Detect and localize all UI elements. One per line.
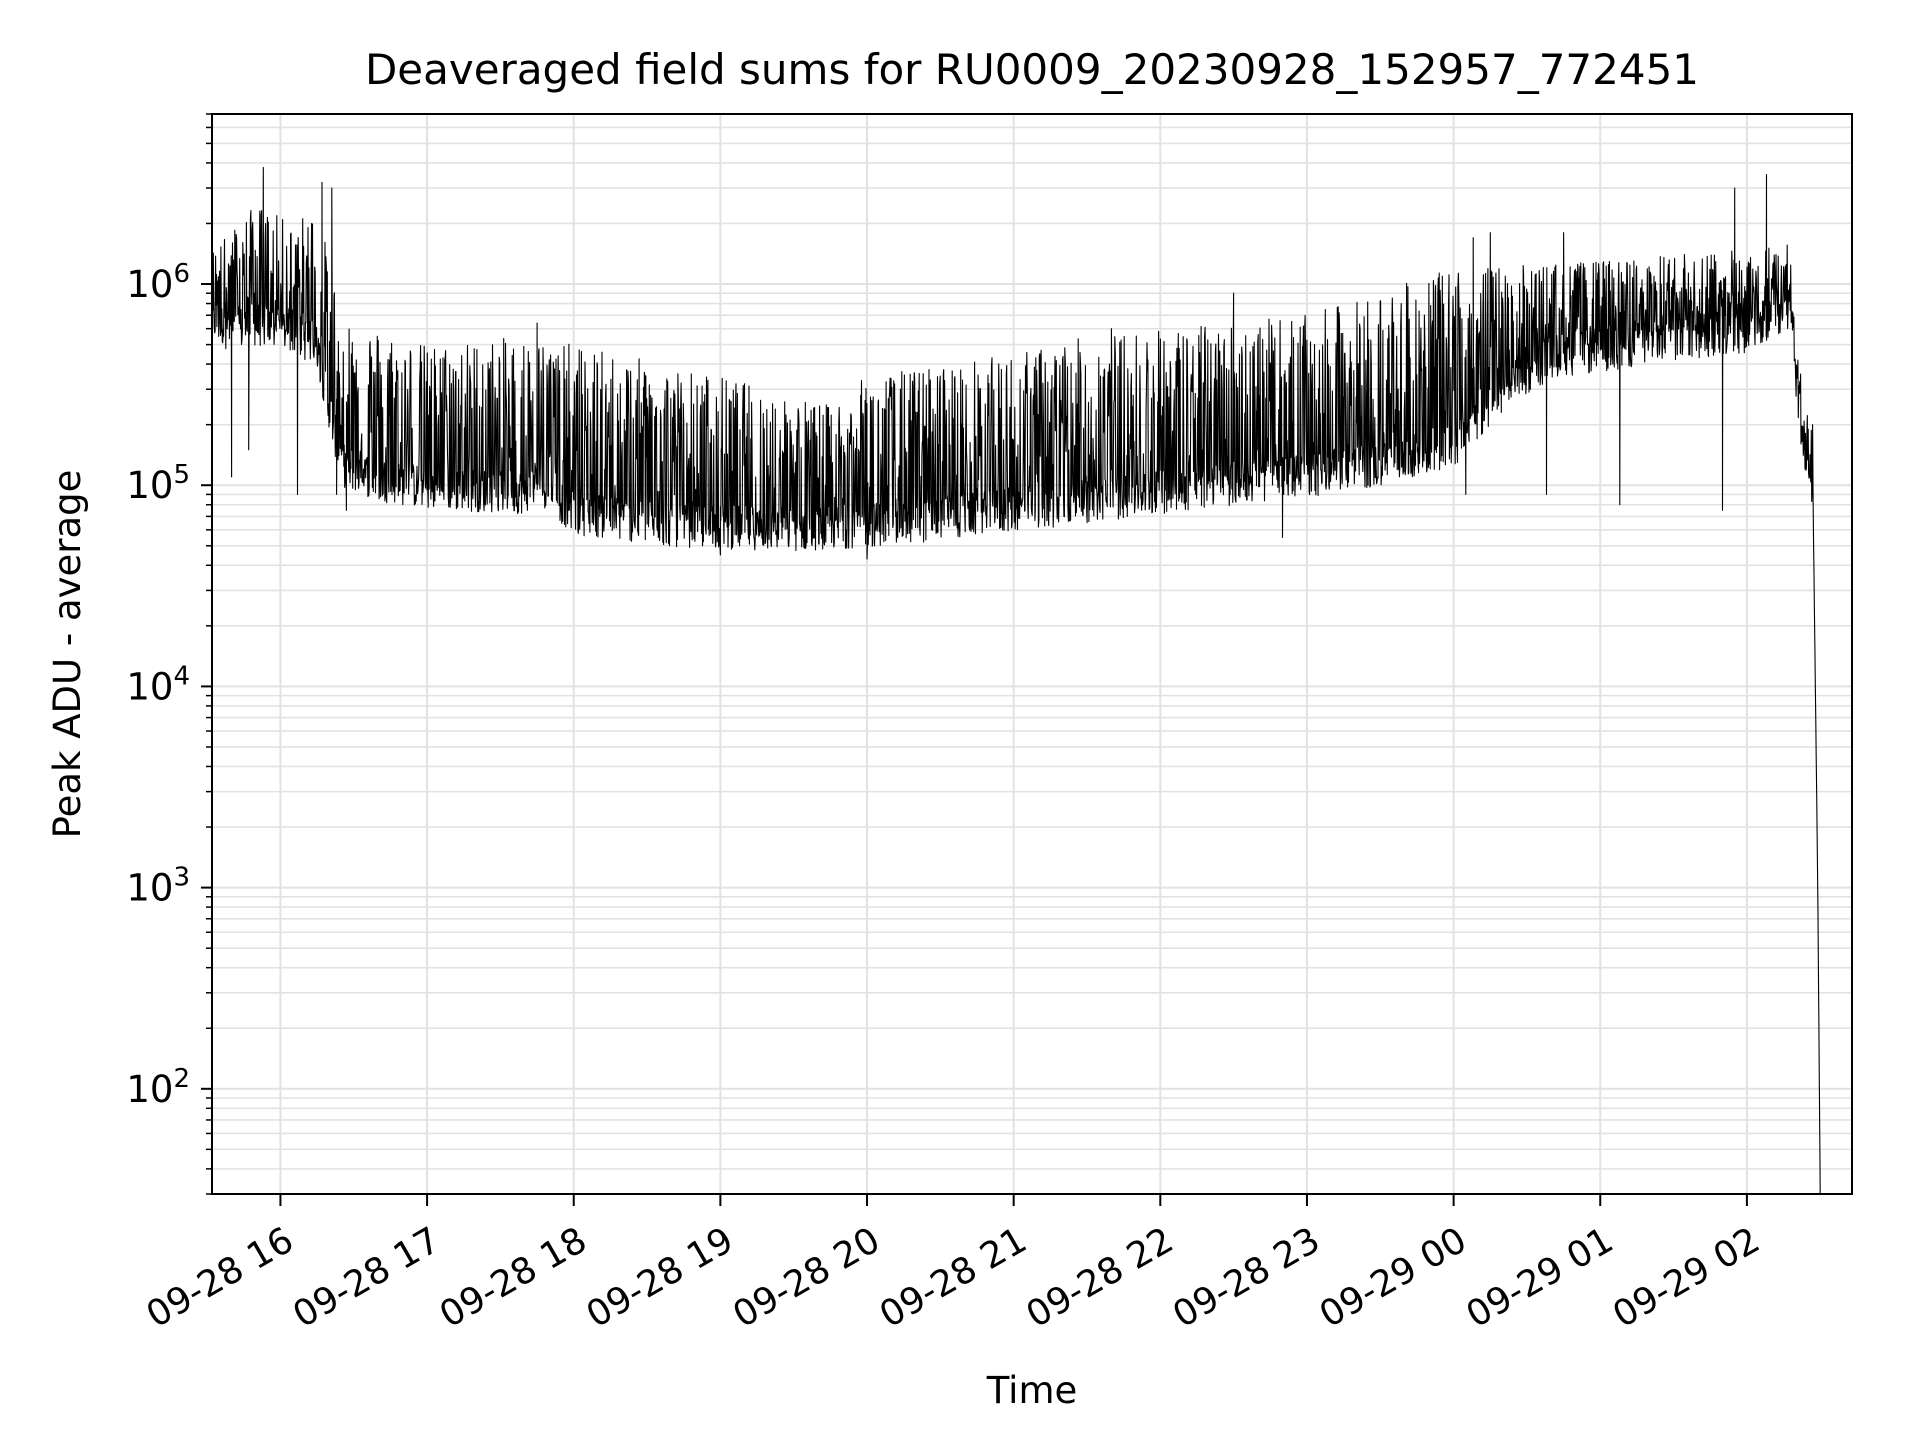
series-path xyxy=(211,166,1821,1195)
y-axis: 102 103 104 105 106 xyxy=(126,113,212,1195)
x-tick-label: 09-28 17 xyxy=(286,1220,447,1336)
x-tick-label: 09-28 16 xyxy=(140,1220,301,1336)
y-tick-label: 106 xyxy=(126,259,190,306)
x-tick-label: 09-28 18 xyxy=(433,1220,594,1336)
x-axis-label: Time xyxy=(986,1369,1078,1412)
plot-frame xyxy=(211,113,1853,1195)
x-tick-label: 09-28 23 xyxy=(1166,1220,1327,1336)
x-tick-label: 09-28 22 xyxy=(1020,1220,1181,1336)
chart-title: Deaveraged field sums for RU0009_2023092… xyxy=(365,45,1699,94)
x-tick-label: 09-28 20 xyxy=(726,1220,887,1336)
y-tick-label: 103 xyxy=(126,863,190,910)
x-tick-label: 09-28 19 xyxy=(580,1220,741,1336)
series-line xyxy=(211,166,1821,1195)
x-tick-label: 09-28 21 xyxy=(873,1220,1034,1336)
x-tick-label: 09-29 01 xyxy=(1460,1220,1621,1336)
y-tick-label: 105 xyxy=(126,460,190,507)
y-tick-label: 102 xyxy=(126,1064,190,1111)
y-tick-label: 104 xyxy=(126,661,190,708)
x-tick-label: 09-29 00 xyxy=(1313,1220,1474,1336)
y-axis-label: Peak ADU - average xyxy=(46,470,89,839)
x-tick-label: 09-29 02 xyxy=(1606,1220,1767,1336)
